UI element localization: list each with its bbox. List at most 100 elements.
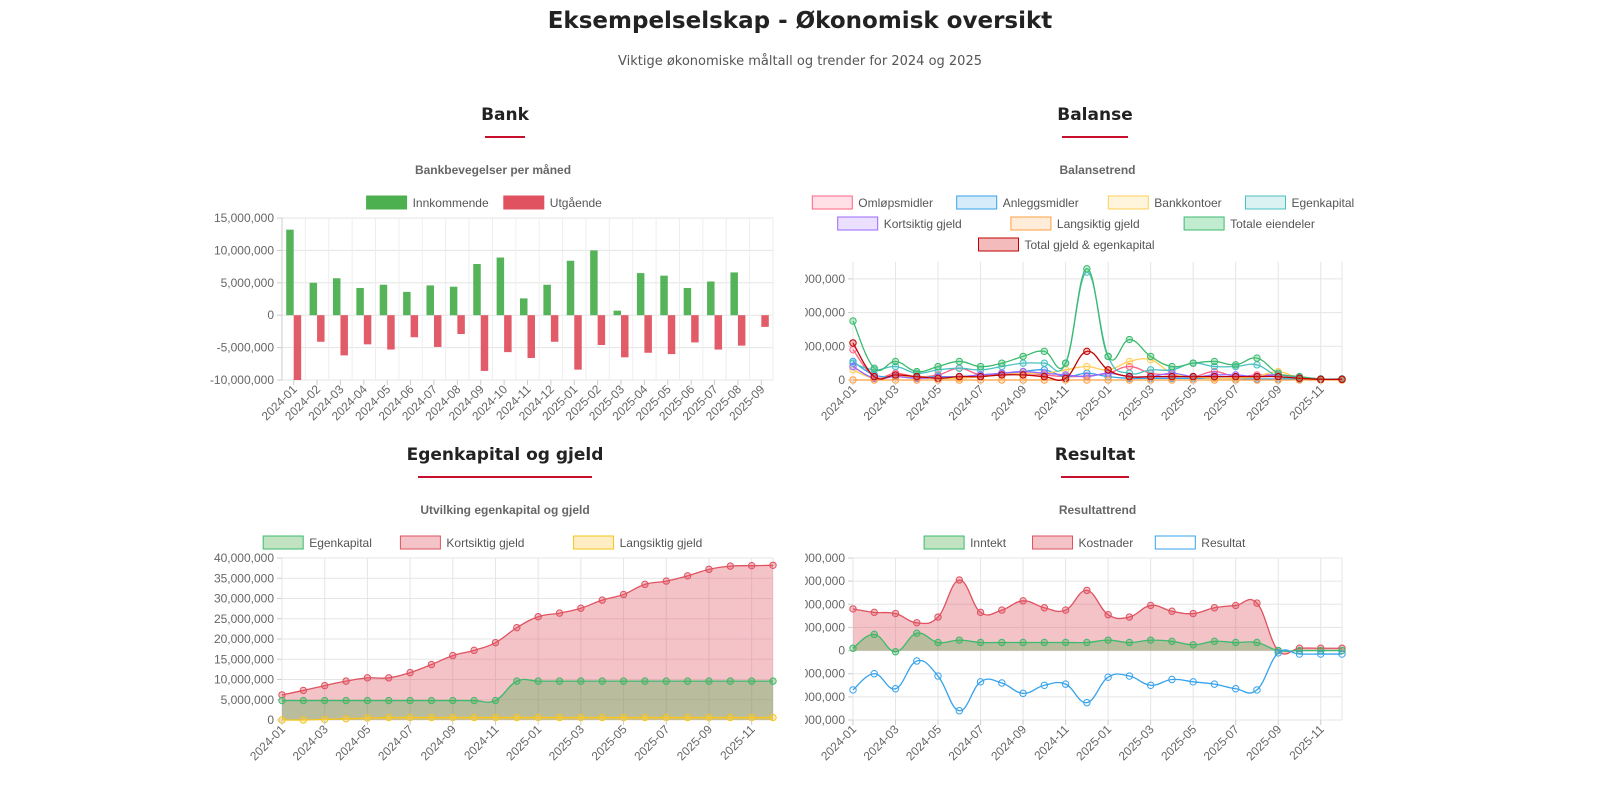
data-point — [1231, 638, 1240, 647]
legend-swatch — [573, 535, 615, 550]
data-point — [406, 713, 414, 722]
data-point — [769, 561, 777, 569]
data-point — [342, 715, 350, 723]
data-point — [955, 576, 964, 584]
data-point — [1146, 636, 1155, 644]
data-point — [619, 590, 628, 599]
bar-innkommende — [496, 257, 505, 316]
data-point — [1317, 644, 1325, 652]
x-tick-label: 2025-01 — [1073, 722, 1114, 763]
bar-utgaende — [293, 315, 302, 380]
y-tick-label: 0 — [838, 644, 845, 658]
series-line — [281, 716, 773, 721]
data-point — [1253, 638, 1261, 647]
data-point — [726, 562, 735, 570]
data-point — [870, 670, 878, 678]
data-point — [363, 696, 372, 705]
data-point — [1168, 372, 1176, 381]
data-point — [1104, 352, 1112, 361]
bar-utgaende — [504, 315, 512, 353]
data-point — [976, 608, 985, 617]
data-point — [1274, 649, 1282, 657]
y-tick-label: 20,000,000 — [214, 632, 274, 646]
x-tick-label: 2025-09 — [1243, 722, 1284, 763]
data-point — [1019, 359, 1027, 367]
data-point — [976, 638, 985, 647]
section-title-balanse: Balanse — [1057, 105, 1133, 125]
legend-label: Utgående — [550, 196, 602, 210]
data-point — [513, 677, 521, 685]
data-point — [1317, 650, 1325, 658]
data-point — [427, 696, 436, 705]
data-point — [1083, 265, 1091, 273]
x-tick-label: 2024-05 — [332, 722, 373, 763]
data-point — [1125, 357, 1134, 366]
legend-label: Innkommende — [413, 196, 489, 210]
bar-utgaende — [410, 315, 419, 338]
bar-utgaende — [621, 315, 629, 358]
x-tick-label: 2025-11 — [1286, 382, 1327, 423]
data-point — [1253, 686, 1261, 694]
legend-label: Anleggsmidler — [1003, 196, 1079, 210]
x-tick-label: 2024-01 — [247, 722, 288, 763]
y-tick-label: 40,000,000 — [214, 551, 274, 565]
data-point — [891, 648, 900, 656]
data-point — [1125, 372, 1134, 381]
legend-swatch — [978, 237, 1019, 252]
bar-innkommende — [730, 272, 738, 316]
data-point — [683, 677, 692, 685]
y-tick-label: -5,000,000 — [217, 341, 275, 355]
data-point — [1104, 366, 1112, 374]
data-point — [1146, 601, 1155, 610]
bar-utgaende — [714, 315, 723, 350]
data-point — [1189, 372, 1197, 381]
bar-utgaende — [597, 315, 606, 346]
data-point — [577, 713, 585, 722]
bar-innkommende — [309, 282, 318, 316]
data-point — [1253, 599, 1261, 607]
data-point — [1338, 644, 1346, 652]
data-point — [1104, 673, 1112, 681]
data-point — [955, 636, 964, 644]
data-point — [891, 357, 900, 366]
x-tick-label: 2024-03 — [290, 722, 331, 763]
data-point — [1295, 650, 1304, 658]
series-area — [853, 650, 1342, 711]
data-point — [849, 317, 857, 325]
data-point — [934, 672, 942, 680]
data-point — [1210, 680, 1219, 688]
data-point — [955, 364, 964, 372]
x-tick-label: 2024-01 — [818, 382, 859, 423]
data-point — [1019, 352, 1027, 361]
data-point — [870, 630, 878, 639]
x-tick-label: 2024-07 — [946, 382, 987, 423]
data-point — [598, 713, 606, 722]
data-point — [913, 657, 921, 665]
data-point — [385, 696, 393, 705]
data-point — [1210, 357, 1219, 366]
data-point — [555, 713, 564, 722]
bar-utgaende — [550, 315, 559, 342]
data-point — [1189, 609, 1197, 618]
data-point — [705, 713, 713, 722]
x-tick-label: 2025-03 — [1116, 722, 1157, 763]
legend-label: Totale eiendeler — [1230, 217, 1315, 231]
data-point — [955, 372, 964, 381]
y-tick-label: 0 — [267, 713, 274, 727]
bar-innkommende — [332, 278, 341, 316]
y-tick-label: 10,000,000 — [214, 673, 274, 687]
series-line — [281, 564, 774, 696]
data-point — [1083, 362, 1091, 371]
data-point — [577, 677, 585, 685]
data-point — [998, 638, 1006, 647]
data-point — [891, 362, 900, 371]
data-point — [1040, 681, 1049, 689]
y-tick-label: 15,000,000 — [214, 211, 274, 225]
legend-label: Langsiktig gjeld — [620, 536, 703, 550]
data-point — [406, 696, 414, 705]
bar-utgaende — [667, 315, 676, 355]
x-tick-label: 2025-11 — [717, 722, 758, 763]
data-point — [1040, 347, 1049, 356]
data-point — [1231, 685, 1240, 693]
y-tick-label: 5,000,000 — [221, 276, 275, 290]
